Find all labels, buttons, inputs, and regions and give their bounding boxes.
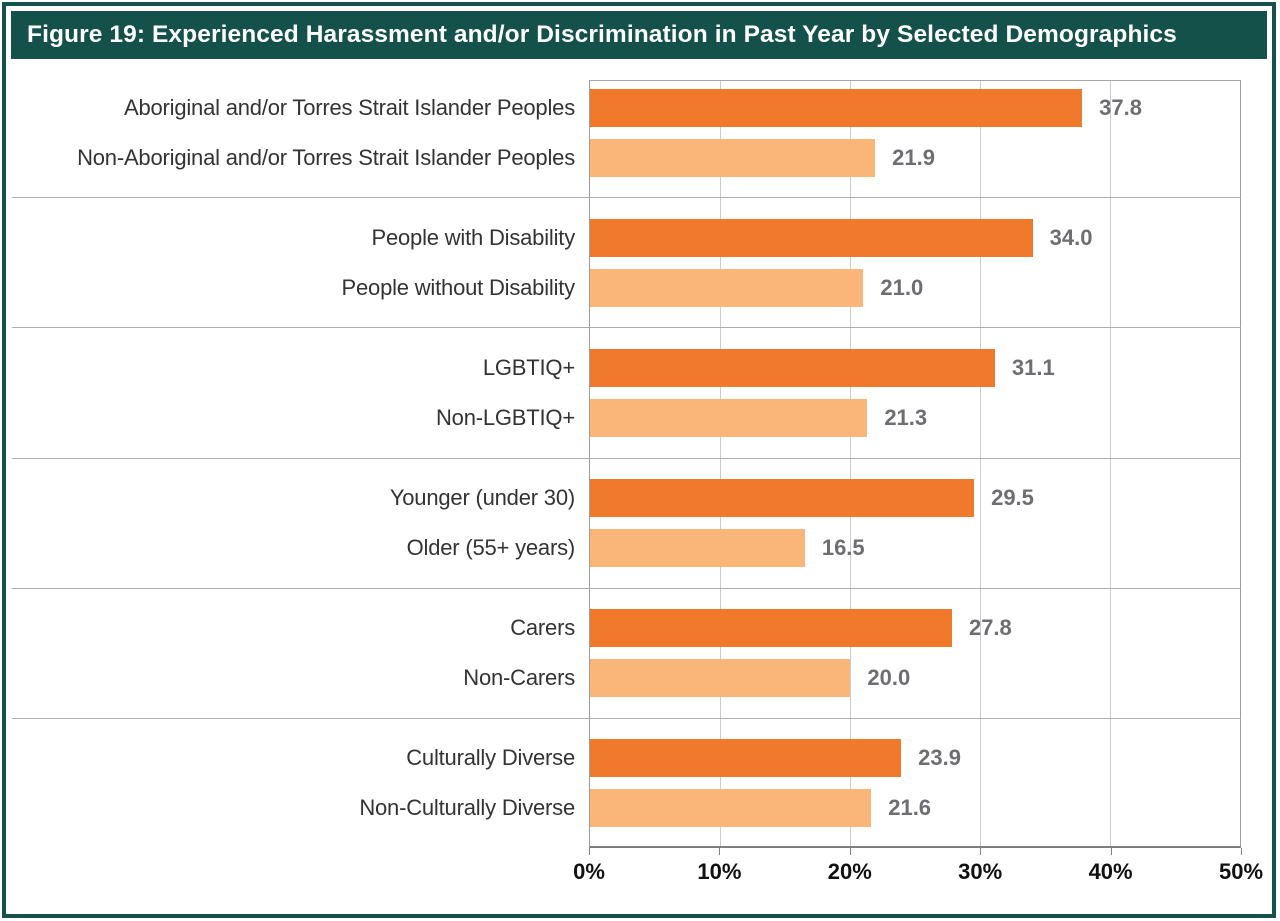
value-label: 21.3 [884, 404, 928, 430]
value-label: 21.0 [880, 274, 924, 300]
bar-row: Non-Culturally Diverse 21.6 [12, 787, 1241, 829]
bar-primary [590, 218, 1033, 257]
bar-primary [590, 479, 975, 518]
tick-label: 50% [1218, 859, 1264, 884]
demographic-group: Younger (under 30) 29.5 Older (55+ years) 1… [12, 459, 1241, 589]
category-label: Non-Culturally Diverse [359, 795, 575, 821]
tick-label: 0% [573, 859, 605, 884]
bar-secondary [590, 268, 864, 307]
bar-track: 37.8 [589, 88, 1241, 127]
value-label: 21.9 [892, 144, 935, 170]
bar-track: 16.5 [589, 529, 1241, 568]
tick-mark [849, 848, 851, 855]
tick-label: 30% [958, 859, 1003, 884]
tick-mark [719, 848, 721, 855]
bar-track: 34.0 [589, 218, 1241, 257]
bar-row: Carers 27.8 [12, 607, 1241, 649]
category-label: Aboriginal and/or Torres Strait Islander… [123, 94, 575, 120]
bar-primary [590, 739, 902, 778]
bar-chart: Aboriginal and/or Torres Strait Islander… [12, 68, 1241, 848]
bar-row: People without Disability 21.0 [12, 267, 1241, 309]
plot-area-frame [589, 80, 1241, 848]
bar-primary [590, 348, 995, 387]
tick-mark [1241, 848, 1242, 855]
bar-row: LGBTIQ+ 31.1 [12, 347, 1241, 389]
value-label: 27.8 [968, 615, 1012, 641]
gridline [720, 81, 721, 846]
bar-track: 21.3 [589, 398, 1241, 437]
value-label: 34.0 [1049, 224, 1093, 250]
x-axis: 0% 10% 20% 30% 40% 50% [573, 848, 1263, 892]
category-label: Younger (under 30) [389, 485, 575, 511]
tick-label: 20% [827, 859, 872, 884]
category-label: Carers [510, 615, 575, 641]
bar-secondary [590, 398, 868, 437]
bar-track: 27.8 [589, 609, 1241, 648]
bar-row: Older (55+ years) 16.5 [12, 527, 1241, 569]
bar-primary [590, 88, 1083, 127]
figure-title: Figure 19: Experienced Harassment and/or… [27, 21, 1177, 48]
value-label: 23.9 [918, 745, 961, 771]
tick-label: 40% [1088, 859, 1133, 884]
category-label: Non-LGBTIQ+ [435, 404, 575, 430]
demographic-group: Aboriginal and/or Torres Strait Islander… [12, 68, 1241, 199]
category-label: Culturally Diverse [406, 745, 575, 771]
category-label: People with Disability [371, 224, 576, 250]
gridline [980, 81, 981, 846]
tick-mark [980, 848, 982, 855]
category-label: Older (55+ years) [406, 535, 576, 561]
value-label: 31.1 [1011, 354, 1055, 380]
bar-track: 21.9 [589, 138, 1241, 177]
bar-track: 23.9 [589, 739, 1241, 778]
gridline [1110, 81, 1111, 846]
bar-row: Culturally Diverse 23.9 [12, 737, 1241, 779]
bar-secondary [590, 789, 872, 828]
tick-mark [589, 848, 590, 855]
demographic-group: LGBTIQ+ 31.1 Non-LGBTIQ+ 21.3 [12, 328, 1241, 459]
demographic-group: People with Disability 34.0 People without… [12, 198, 1241, 329]
bar-secondary [590, 138, 876, 177]
bar-row: Non-LGBTIQ+ 21.3 [12, 397, 1241, 439]
bar-track: 29.5 [589, 479, 1241, 518]
bar-primary [590, 609, 952, 648]
bar-secondary [590, 529, 805, 568]
figure-title-bar: Figure 19: Experienced Harassment and/or… [11, 11, 1267, 59]
bar-row: People with Disability 34.0 [12, 217, 1241, 259]
bar-row: Aboriginal and/or Torres Strait Islander… [12, 87, 1241, 129]
bar-row: Younger (under 30) 29.5 [12, 477, 1241, 519]
value-label: 16.5 [821, 535, 865, 561]
bar-track: 21.0 [589, 268, 1241, 307]
value-label: 20.0 [867, 665, 911, 691]
tick-label: 10% [697, 859, 742, 884]
bar-row: Non-Aboriginal and/or Torres Strait Isla… [12, 137, 1241, 179]
bar-track: 20.0 [589, 659, 1241, 698]
bar-secondary [590, 659, 851, 698]
chart-groups: Aboriginal and/or Torres Strait Islander… [12, 68, 1241, 848]
value-label: 37.8 [1099, 94, 1142, 120]
bar-row: Non-Carers 20.0 [12, 657, 1241, 699]
gridline [850, 81, 851, 846]
value-label: 29.5 [991, 485, 1034, 511]
category-label: Non-Carers [463, 665, 575, 691]
category-label: LGBTIQ+ [482, 354, 575, 380]
bar-track: 31.1 [589, 348, 1241, 387]
demographic-group: Carers 27.8 Non-Carers 20.0 [12, 589, 1241, 719]
category-label: Non-Aboriginal and/or Torres Strait Isla… [77, 144, 575, 170]
category-label: People without Disability [341, 274, 576, 300]
tick-mark [1110, 848, 1112, 855]
value-label: 21.6 [888, 795, 932, 821]
demographic-group: Culturally Diverse 23.9 Non-Culturally Div… [12, 719, 1241, 848]
bar-track: 21.6 [589, 789, 1241, 828]
